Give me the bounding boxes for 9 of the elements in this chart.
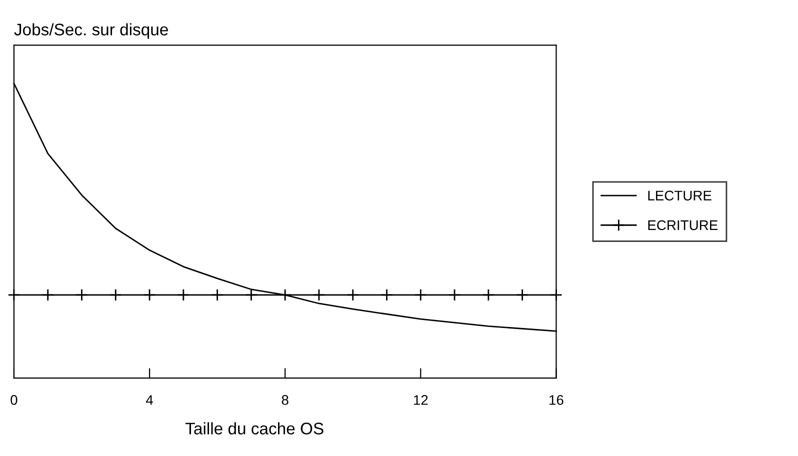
legend-label: LECTURE — [648, 190, 712, 201]
x-axis-title: Taille du cache OS — [186, 422, 324, 434]
x-tick-label: 12 — [414, 395, 428, 405]
y-axis-title: Jobs/Sec. sur disque — [14, 23, 168, 39]
x-tick-label: 16 — [550, 395, 564, 405]
x-tick-label: 8 — [282, 395, 288, 405]
x-tick-label: 4 — [146, 395, 153, 405]
legend-label: ECRITURE — [648, 220, 718, 230]
x-tick-label: 0 — [10, 395, 18, 405]
